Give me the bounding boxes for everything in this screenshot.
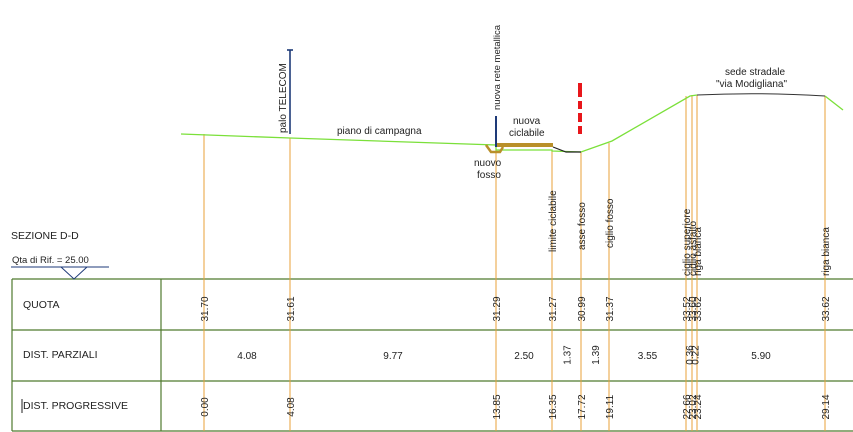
progressive-value-7: 22.66	[682, 394, 693, 419]
progressive-value-5: 17.72	[577, 394, 588, 419]
new-ditch	[484, 144, 505, 154]
label-nuova-ciclabile-1: nuova	[513, 116, 541, 127]
label-palo-telecom: palo TELECOM	[278, 63, 289, 133]
quota-value-4: 31.27	[548, 296, 559, 321]
progressive-value-3: 13.85	[492, 394, 503, 419]
row-header-parziali: DIST. PARZIALI	[23, 349, 98, 361]
station-label-9: riga bianca	[693, 227, 704, 276]
progressive-value-8: 23.02	[688, 394, 699, 419]
progressive-value-9: 23.24	[693, 394, 704, 419]
section-title: SEZIONE D-D	[11, 230, 79, 242]
station-label-6: ciglio fosso	[605, 198, 616, 248]
quota-value-7: 33.52	[682, 296, 693, 321]
partial-value-1: 4.08	[237, 351, 257, 362]
partial-value-9: 5.90	[751, 351, 771, 362]
row-header-progressive: DIST. PROGRESSIVE	[23, 400, 128, 412]
station-label-4: limite ciclabile	[548, 190, 559, 252]
partial-value-4: 1.37	[563, 345, 574, 365]
label-nuova-rete-metallica: nuova rete metallica	[492, 24, 503, 110]
terrain	[180, 49, 844, 154]
label-piano-di-campagna: piano di campagna	[337, 126, 422, 137]
quota-value-10: 33.62	[821, 296, 832, 321]
reference-level: Qta di Rif. = 25.00	[12, 255, 89, 266]
partial-value-8: 0.22	[691, 345, 702, 365]
quota-value-1: 31.70	[200, 296, 211, 321]
partial-distances: 4.08 9.77 2.50 1.37 1.39 3.55 0.360.22 5.90	[237, 345, 771, 365]
bike-path-edge	[552, 146, 581, 153]
station-label-7: ciglio superiore	[682, 208, 693, 276]
limit-marker	[578, 83, 582, 134]
label-sede-stradale-2: "via Modigliana"	[716, 79, 787, 90]
label-nuova-ciclabile-2: ciclabile	[509, 128, 545, 139]
partial-value-2: 9.77	[383, 351, 403, 362]
bike-path	[497, 143, 553, 147]
label-sede-stradale-1: sede stradale	[725, 67, 785, 78]
quota-value-3: 31.29	[492, 296, 503, 321]
row-header-quota: QUOTA	[23, 299, 60, 311]
road-surface	[696, 93, 826, 97]
reference-marker	[11, 266, 109, 280]
quota-value-8: 33.60	[688, 296, 699, 321]
progressive-value-2: 4.08	[286, 397, 297, 417]
progressive-value-1: 0.00	[200, 397, 211, 417]
progressive-value-10: 29.14	[821, 394, 832, 419]
station-label-5: asse fosso	[577, 202, 588, 250]
progressive-value-6: 19.11	[605, 394, 616, 419]
quota-value-6: 31.37	[605, 296, 616, 321]
station-label-8: ciglio asfalto	[688, 221, 699, 276]
partial-value-5: 1.39	[591, 345, 602, 365]
partial-value-3: 2.50	[514, 351, 534, 362]
label-nuovo-fosso-1: nuovo	[474, 158, 502, 169]
table-frame	[11, 278, 853, 432]
quota-value-2: 31.61	[286, 296, 297, 321]
label-nuovo-fosso-2: fosso	[477, 170, 501, 181]
ground-line-right	[824, 95, 844, 111]
station-lines: 31.70 0.00 31.61 4.08 31.29 13.85 31.27 16.35 li…	[200, 95, 832, 431]
station-label-10: riga bianca	[821, 227, 832, 276]
quota-value-9: 33.62	[693, 296, 704, 321]
quota-value-5: 30.99	[577, 296, 588, 321]
partial-value-7: 0.36	[685, 345, 696, 365]
partial-value-6: 3.55	[638, 351, 658, 362]
progressive-value-4: 16.35	[548, 394, 559, 419]
ground-line	[180, 94, 698, 153]
